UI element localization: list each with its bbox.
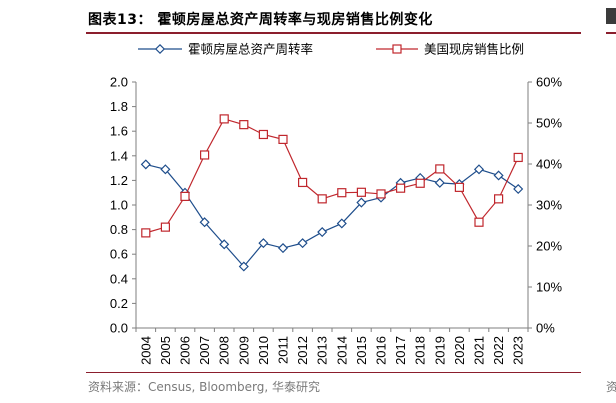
existing-home-share-point — [180, 191, 190, 201]
x-tick-label: 2015 — [354, 336, 369, 365]
asset-turnover-point — [277, 243, 289, 254]
existing-home-share-point — [454, 182, 464, 192]
x-tick-label: 2011 — [276, 336, 291, 364]
legend-marker-existing-home-share — [392, 44, 402, 54]
legend: 霍顿房屋总资产周转率 美国现房销售比例 — [138, 42, 524, 57]
y-right-tick-label: 50% — [536, 116, 562, 131]
existing-home-share-point — [513, 152, 523, 163]
x-tick-label: 2008 — [217, 336, 232, 365]
x-tick-label: 2017 — [393, 336, 408, 365]
axes: 0.0 0.2 0.4 0.6 0.8 1.0 1.2 1.4 1.6 1.8 2.0 0% 10% 20… — [110, 75, 563, 365]
existing-home-share-point — [258, 129, 268, 140]
y-left-tick-label: 1.0 — [110, 198, 128, 213]
x-tick-label: 2005 — [158, 336, 173, 365]
x-tick-label: 2010 — [256, 336, 271, 365]
series-line-existing-home-share — [145, 118, 519, 234]
existing-home-share-point — [317, 194, 327, 204]
asset-turnover-point — [513, 183, 524, 195]
y-right-tick-label: 10% — [536, 280, 562, 295]
y-left-tick-label: 0.2 — [110, 296, 128, 311]
x-tick-label: 2018 — [413, 336, 428, 365]
y-right-tick-label: 60% — [536, 75, 562, 90]
asset-turnover-point — [473, 164, 485, 175]
legend-label-asset-turnover: 霍顿房屋总资产周转率 — [188, 42, 313, 57]
asset-turnover-point — [238, 261, 249, 272]
existing-home-share-point — [415, 178, 425, 188]
existing-home-share-point — [337, 188, 347, 198]
existing-home-share-point — [356, 187, 366, 197]
adjacent-panel-divider — [606, 32, 616, 34]
x-tick-label: 2013 — [315, 336, 330, 365]
x-tick-label: 2022 — [491, 336, 506, 365]
existing-home-share-point — [376, 189, 386, 199]
x-tick-label: 2016 — [374, 336, 389, 365]
y-right-tick-label: 40% — [536, 157, 562, 172]
x-tick-label: 2007 — [197, 336, 212, 365]
existing-home-share-point — [219, 114, 229, 124]
adjacent-panel-edge — [606, 8, 616, 24]
asset-turnover-point — [493, 170, 504, 181]
existing-home-share-point — [278, 134, 288, 144]
asset-turnover-point — [356, 197, 367, 208]
asset-turnover-point — [219, 239, 230, 250]
y-left-tick-label: 0.4 — [110, 271, 128, 286]
existing-home-share-point — [298, 177, 308, 188]
asset-turnover-point — [258, 238, 269, 249]
existing-home-share-point — [160, 222, 170, 232]
source-note: 资料来源：Census, Bloomberg, 华泰研究 — [88, 380, 321, 394]
asset-turnover-point — [317, 227, 328, 238]
x-tick-label: 2012 — [295, 336, 310, 365]
asset-turnover-point — [336, 218, 347, 229]
existing-home-share-point — [474, 217, 484, 227]
legend-label-existing-home-share: 美国现房销售比例 — [424, 42, 524, 57]
y-left-tick-label: 0.8 — [110, 222, 128, 237]
asset-turnover-point — [160, 164, 171, 175]
asset-turnover-point — [434, 177, 445, 188]
y-left-tick-label: 1.6 — [110, 124, 128, 139]
existing-home-share-point — [435, 164, 445, 174]
y-right-tick-label: 0% — [536, 321, 555, 336]
x-tick-label: 2006 — [178, 336, 193, 365]
adjacent-panel-source-fragment: 资 — [606, 380, 616, 394]
existing-home-share-point — [396, 183, 406, 193]
series-line-asset-turnover — [145, 163, 519, 268]
existing-home-share-point — [200, 150, 210, 160]
y-left-tick-label: 1.2 — [110, 173, 128, 188]
existing-home-share-point — [141, 228, 151, 238]
existing-home-share-point — [239, 120, 249, 130]
x-tick-label: 2023 — [511, 336, 526, 365]
chart-title: 图表13： 霍顿房屋总资产周转率与现房销售比例变化 — [88, 12, 433, 28]
y-left-tick-label: 1.4 — [110, 148, 128, 163]
series-layer — [140, 114, 524, 272]
title-divider — [86, 32, 581, 34]
y-left-tick-label: 0.6 — [110, 247, 128, 262]
asset-turnover-point — [199, 217, 210, 228]
x-tick-label: 2021 — [472, 336, 487, 365]
existing-home-share-point — [494, 194, 504, 204]
y-left-tick-label: 1.8 — [110, 99, 128, 114]
source-divider — [86, 372, 581, 373]
y-left-tick-label: 0.0 — [110, 321, 128, 336]
asset-turnover-point — [140, 159, 151, 170]
asset-turnover-point — [297, 238, 308, 249]
y-right-tick-label: 20% — [536, 239, 562, 254]
x-tick-label: 2004 — [138, 336, 153, 365]
legend-marker-asset-turnover — [154, 43, 166, 55]
y-right-tick-label: 30% — [536, 198, 562, 213]
x-tick-label: 2014 — [334, 336, 349, 365]
x-tick-label: 2019 — [432, 336, 447, 365]
y-left-tick-label: 2.0 — [110, 75, 128, 90]
x-tick-label: 2009 — [236, 336, 251, 365]
x-tick-label: 2020 — [452, 336, 467, 365]
